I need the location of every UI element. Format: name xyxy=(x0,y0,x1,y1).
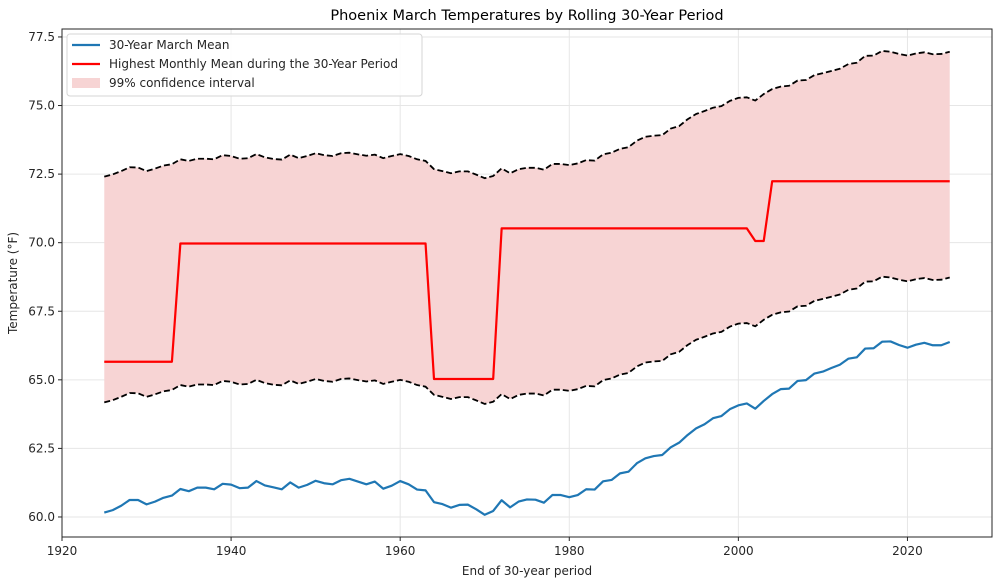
y-tick-label: 75.0 xyxy=(28,99,55,113)
x-axis-label: End of 30-year period xyxy=(462,564,592,578)
legend-box xyxy=(66,33,423,97)
y-tick-label: 70.0 xyxy=(28,236,55,250)
y-axis-label: Temperature (°F) xyxy=(6,232,20,335)
series-lines xyxy=(103,50,951,516)
chart-title: Phoenix March Temperatures by Rolling 30… xyxy=(330,8,723,24)
series-line-30-year-march-mean xyxy=(103,340,951,516)
y-axis: 60.0 62.5 65.0 67.5 70.0 72.5 75.0 77.5 xyxy=(28,30,62,524)
x-tick-label: 1960 xyxy=(385,544,416,558)
x-tick-label: 1980 xyxy=(554,544,585,558)
legend-label-highest: Highest Monthly Mean during the 30-Year … xyxy=(109,57,398,71)
y-tick-label: 65.0 xyxy=(28,373,55,387)
y-tick-label: 62.5 xyxy=(28,441,55,455)
series-line-highest-monthly-mean-during-the-30-year-period xyxy=(104,180,950,381)
series-line-99-ci-lower xyxy=(104,275,950,405)
x-tick-label: 2020 xyxy=(892,544,923,558)
series-line-99-ci-upper xyxy=(104,50,950,180)
y-tick-label: 72.5 xyxy=(28,167,55,181)
legend-label-mean: 30-Year March Mean xyxy=(109,38,230,52)
x-tick-label: 1940 xyxy=(216,544,247,558)
axes-frame xyxy=(61,28,993,538)
x-tick-label: 1920 xyxy=(47,544,78,558)
x-tick-label: 2000 xyxy=(723,544,754,558)
legend-label-ci: 99% confidence interval xyxy=(109,76,255,90)
y-tick-label: 77.5 xyxy=(28,30,55,44)
x-axis: 1920 1940 1960 1980 2000 2020 xyxy=(47,537,923,558)
y-tick-label: 67.5 xyxy=(28,304,55,318)
legend: 30-Year March Mean Highest Monthly Mean … xyxy=(66,33,423,97)
y-tick-label: 60.0 xyxy=(28,510,55,524)
legend-swatch-ci xyxy=(72,78,100,88)
